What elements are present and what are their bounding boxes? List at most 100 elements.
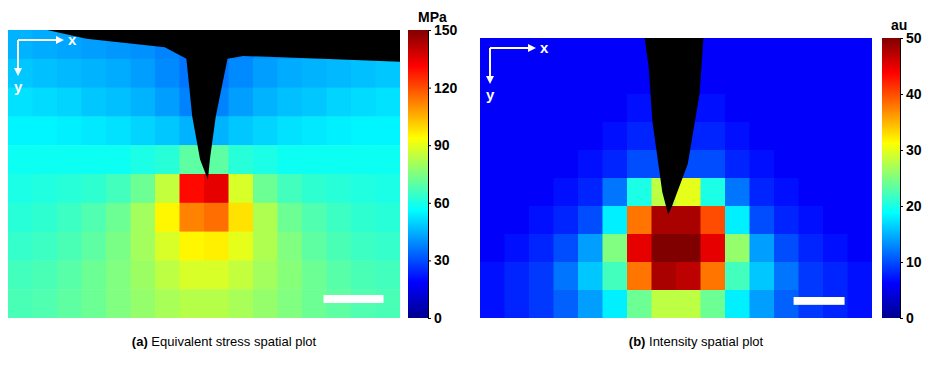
cell	[327, 203, 352, 232]
colorbar-tick-label: 20	[906, 198, 922, 214]
cell	[376, 116, 401, 145]
cell	[155, 260, 180, 289]
cell	[529, 94, 554, 123]
cell	[578, 66, 603, 95]
cell	[8, 203, 33, 232]
colorbar-tick-mark	[428, 203, 431, 204]
colorbar-tick-label: 0	[434, 310, 442, 326]
cell	[33, 289, 58, 318]
cell	[278, 289, 303, 318]
cell	[603, 290, 628, 318]
cell	[529, 150, 554, 179]
cell	[578, 178, 603, 207]
cell	[554, 290, 579, 318]
cell	[774, 206, 799, 235]
cell	[351, 59, 376, 88]
cell	[848, 122, 873, 151]
cell	[750, 122, 775, 151]
cell	[302, 232, 327, 261]
cell	[351, 232, 376, 261]
cell	[701, 150, 726, 179]
cell	[480, 150, 505, 179]
cell	[33, 30, 58, 59]
cell	[529, 178, 554, 207]
cell	[376, 203, 401, 232]
cell	[155, 88, 180, 117]
cell	[278, 260, 303, 289]
cell	[823, 38, 848, 67]
cell	[725, 206, 750, 235]
cell	[750, 38, 775, 67]
cell	[351, 260, 376, 289]
caption-prefix: (a)	[132, 334, 148, 349]
cell	[131, 289, 156, 318]
cell	[823, 66, 848, 95]
colorbar-tick: 20	[900, 198, 922, 214]
cell	[480, 234, 505, 263]
cell	[529, 38, 554, 67]
cell	[725, 290, 750, 318]
cell	[376, 260, 401, 289]
cell	[750, 66, 775, 95]
cell	[180, 289, 205, 318]
scale-bar	[324, 295, 384, 303]
indicator-x-line	[490, 47, 530, 49]
cell	[627, 66, 652, 95]
cell	[603, 234, 628, 263]
cell	[750, 290, 775, 318]
colorbar-tick-label: 90	[434, 137, 450, 153]
colorbar-tick: 0	[428, 310, 442, 326]
cell	[676, 262, 701, 291]
cell	[8, 145, 33, 174]
cell	[376, 145, 401, 174]
cell	[848, 38, 873, 67]
indicator-x-head	[56, 36, 64, 44]
cell	[376, 232, 401, 261]
cell	[351, 289, 376, 318]
cell	[505, 66, 530, 95]
colorbar-tick: 10	[900, 254, 922, 270]
cell	[327, 174, 352, 203]
cell	[106, 145, 131, 174]
cell	[578, 290, 603, 318]
colorbar-axis-line	[901, 39, 904, 319]
cell	[848, 206, 873, 235]
cell	[229, 260, 254, 289]
cell	[554, 262, 579, 291]
crack	[47, 30, 400, 180]
indicator-y-head	[486, 76, 494, 84]
cell	[529, 206, 554, 235]
cell	[505, 178, 530, 207]
cell	[774, 234, 799, 263]
cell	[578, 234, 603, 263]
colorbar-tick-label: 30	[906, 142, 922, 158]
cell	[505, 206, 530, 235]
cell	[82, 145, 107, 174]
cell	[627, 178, 652, 207]
cell	[327, 145, 352, 174]
cell	[106, 59, 131, 88]
cell	[480, 262, 505, 291]
cell	[627, 94, 652, 123]
cell	[8, 232, 33, 261]
cell	[774, 66, 799, 95]
cells	[480, 38, 872, 318]
colorbar-tick-label: 10	[906, 254, 922, 270]
cell	[180, 260, 205, 289]
cell	[229, 59, 254, 88]
cell	[302, 116, 327, 145]
cell	[799, 122, 824, 151]
cell	[327, 289, 352, 318]
cell	[327, 59, 352, 88]
cell	[106, 88, 131, 117]
cell	[505, 150, 530, 179]
cell	[725, 94, 750, 123]
cell	[848, 234, 873, 263]
cell	[8, 289, 33, 318]
cell	[57, 289, 82, 318]
cell	[505, 290, 530, 318]
cell	[131, 145, 156, 174]
cell	[253, 88, 278, 117]
cell	[603, 66, 628, 95]
cell	[253, 232, 278, 261]
